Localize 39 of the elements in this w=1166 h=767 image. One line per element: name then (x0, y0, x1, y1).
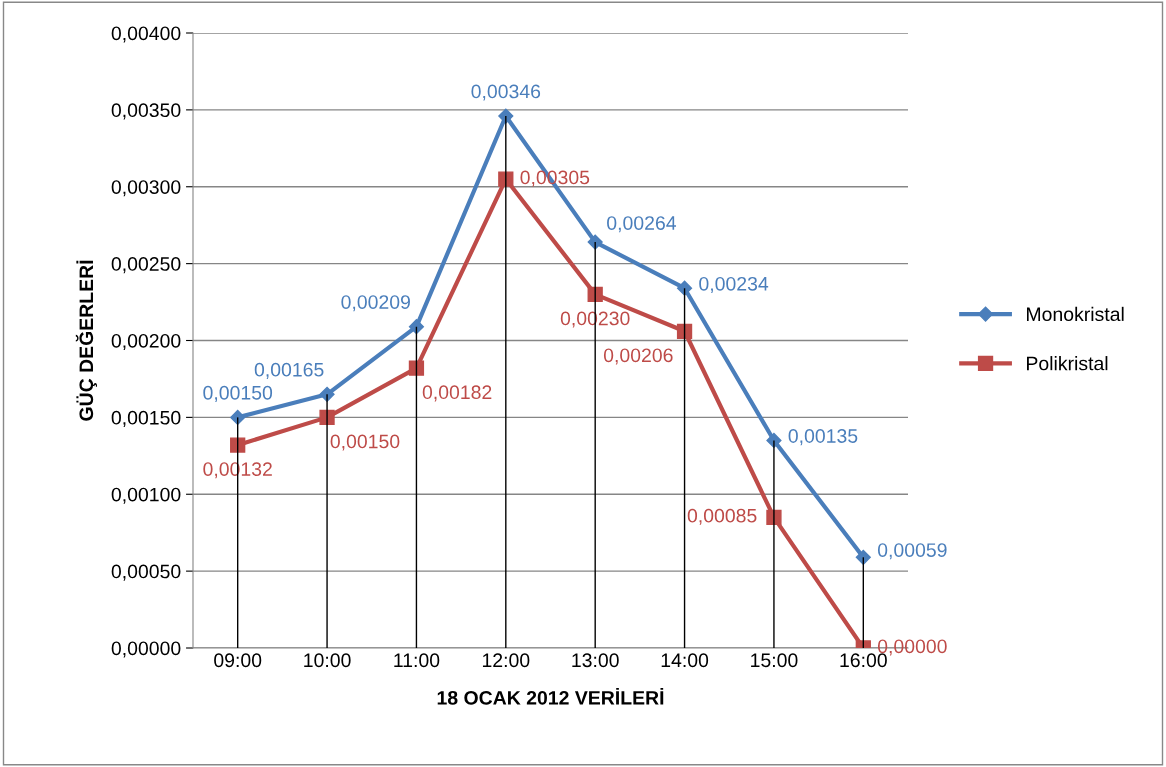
data-label: 0,00085 (687, 508, 757, 525)
data-label: 0,00206 (603, 348, 673, 365)
point (408, 319, 425, 335)
point (230, 409, 246, 425)
data-label: 0,00165 (254, 362, 324, 379)
x-tick-label: 10:00 (304, 653, 351, 668)
y-tick-label: 0,00250 (111, 257, 181, 274)
point (676, 323, 693, 339)
y-tick-label: 0,00000 (111, 641, 181, 658)
x-tick-label: 11:00 (394, 653, 440, 668)
point (855, 549, 871, 565)
y-tick-label: 0,00200 (111, 333, 181, 351)
y-tick-label: 0,00150 (111, 410, 181, 427)
y-tick-label: 0,00100 (111, 487, 181, 504)
data-label: 0,00264 (607, 216, 677, 233)
x-tick-label: 09:00 (214, 653, 262, 668)
point (676, 280, 693, 296)
y-tick-label: 0,00050 (111, 564, 181, 581)
x-tick-label: 15:00 (751, 653, 798, 668)
data-label: 0,00059 (877, 543, 947, 560)
legend-label: Monokristal (1027, 306, 1124, 322)
y-tick-label: 0,00300 (111, 180, 181, 197)
data-label: 0,00135 (788, 429, 858, 446)
data-label: 0,00209 (341, 295, 410, 312)
y-tick-label: 0,00400 (111, 26, 181, 43)
legend-label: Polikristal (1027, 356, 1108, 371)
x-tick-label: 13:00 (572, 653, 619, 668)
point (408, 360, 425, 376)
data-label: 0,00182 (422, 385, 492, 402)
data-label: 0,00234 (699, 276, 769, 293)
y-axis-title: GÜÇ DEĞERLERİ (75, 260, 98, 421)
x-tick-label: 12:00 (482, 653, 530, 668)
data-label: 0,00346 (471, 84, 541, 101)
x-axis-title: 18 OCAK 2012 VERİLERİ (437, 687, 664, 705)
y-tick-label: 0,00350 (111, 103, 181, 120)
data-label: 0,00150 (203, 385, 273, 402)
point (230, 437, 246, 453)
data-label: 0,00150 (330, 434, 400, 451)
x-tick-label: 14:00 (661, 653, 709, 668)
